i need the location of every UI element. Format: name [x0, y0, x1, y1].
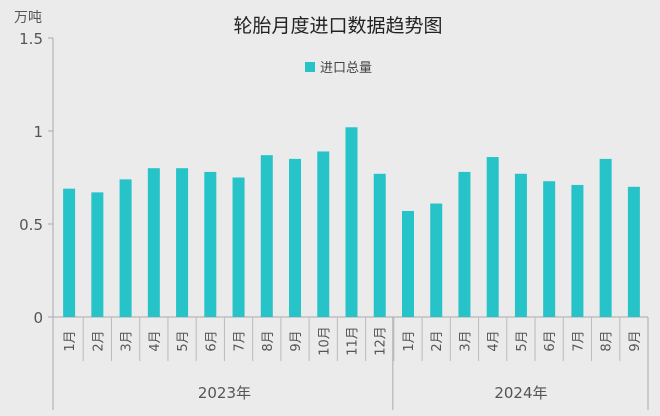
- x-tick-label: 12月: [374, 326, 389, 356]
- x-tick-label: 9月: [628, 330, 643, 351]
- bar: [147, 168, 160, 317]
- bar: [543, 181, 556, 317]
- x-tick-label: 1月: [402, 330, 417, 351]
- bar: [91, 192, 104, 317]
- bar: [345, 127, 358, 317]
- x-tick-label: 5月: [176, 330, 191, 351]
- y-tick-label: 1: [33, 123, 43, 141]
- x-tick-label: 3月: [458, 330, 473, 351]
- x-tick-label: 9月: [289, 330, 304, 351]
- x-tick-label: 4月: [487, 330, 502, 351]
- bar: [458, 171, 471, 317]
- bar: [373, 173, 386, 317]
- bar: [317, 151, 330, 317]
- bar: [63, 188, 76, 317]
- x-tick-label: 6月: [204, 330, 219, 351]
- y-tick-label: 0.5: [19, 216, 43, 234]
- x-tick-label: 3月: [120, 330, 135, 351]
- bar: [514, 173, 527, 317]
- group-label: 2024年: [494, 384, 547, 402]
- x-tick-label: 11月: [346, 326, 361, 356]
- x-tick-label: 8月: [600, 330, 615, 351]
- x-tick-label: 8月: [261, 330, 276, 351]
- bar: [232, 177, 245, 317]
- bar: [289, 158, 302, 317]
- y-tick-label: 1.5: [19, 30, 43, 48]
- bar: [204, 171, 217, 317]
- bar: [260, 155, 273, 317]
- bar: [176, 168, 189, 317]
- bar: [119, 179, 132, 317]
- bar: [401, 210, 414, 317]
- chart-title: 轮胎月度进口数据趋势图: [233, 15, 442, 37]
- legend-swatch: [305, 62, 315, 72]
- group-label: 2023年: [198, 384, 251, 402]
- bar: [430, 203, 443, 317]
- x-tick-label: 7月: [233, 330, 248, 351]
- y-tick-label: 0: [33, 309, 43, 327]
- x-tick-label: 2月: [430, 330, 445, 351]
- x-tick-label: 5月: [515, 330, 530, 351]
- x-tick-label: 10月: [317, 326, 332, 356]
- bar: [627, 186, 640, 317]
- x-tick-label: 1月: [63, 330, 78, 351]
- x-tick-label: 7月: [571, 330, 586, 351]
- x-tick-label: 6月: [543, 330, 558, 351]
- bar: [599, 158, 612, 317]
- bar: [571, 184, 584, 317]
- bar: [486, 157, 499, 317]
- y-axis-label: 万吨: [14, 10, 42, 26]
- legend-label[interactable]: 进口总量: [320, 61, 372, 76]
- x-tick-label: 2月: [91, 330, 106, 351]
- x-tick-label: 4月: [148, 330, 163, 351]
